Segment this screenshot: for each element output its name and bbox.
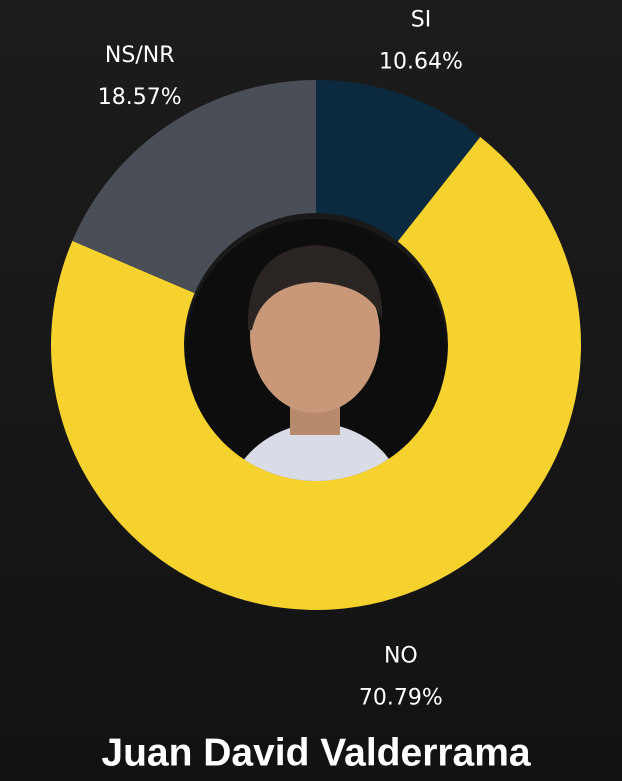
slice-label: NS/NR <box>105 43 175 68</box>
value-label: 70.79% <box>359 686 443 711</box>
slice <box>72 80 316 294</box>
slice-label: SI <box>411 8 431 33</box>
portrait-hair <box>247 245 383 330</box>
slice-label: NO <box>384 644 418 669</box>
slice <box>50 137 581 611</box>
portrait-shirt <box>225 425 405 481</box>
donut <box>50 80 581 611</box>
portrait-face <box>250 257 380 413</box>
slice <box>316 80 481 242</box>
chart-title: Juan David Valderrama <box>101 731 531 774</box>
value-label: 10.64% <box>379 50 463 75</box>
portrait <box>185 219 447 481</box>
value-label: 18.57% <box>98 85 182 110</box>
